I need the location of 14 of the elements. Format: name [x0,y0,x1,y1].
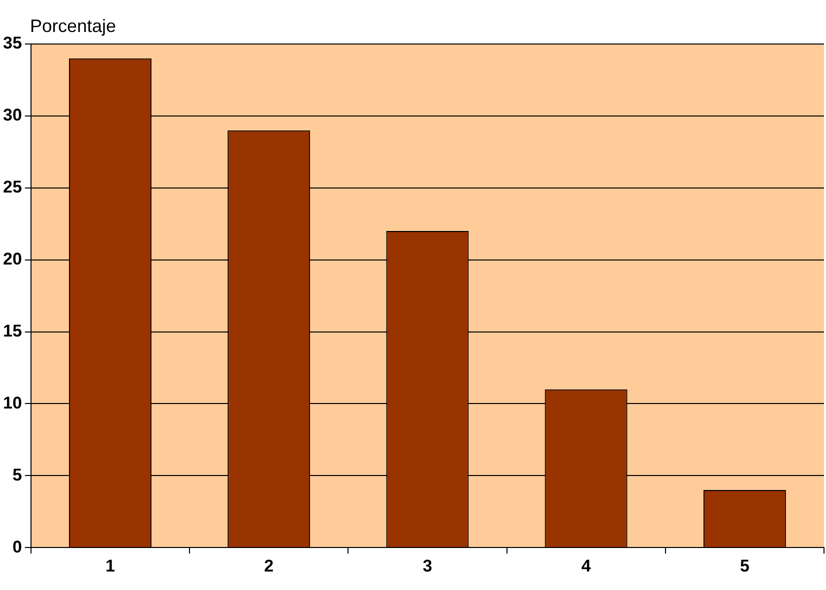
y-tick-label: 5 [12,465,22,484]
y-tick-label: 20 [2,250,22,269]
y-tick-label: 0 [12,537,22,556]
x-tick-label: 4 [581,556,592,576]
y-tick-label: 10 [2,393,22,412]
x-tick-label: 3 [422,556,432,576]
y-tick-label: 15 [2,321,22,340]
y-tick-label: 35 [2,34,22,53]
y-tick-label: 30 [2,106,22,125]
x-tick-label: 1 [105,556,115,576]
y-tick-label: 25 [2,178,22,197]
x-tick-label: 2 [264,556,274,576]
y-axis-title: Porcentaje [30,16,116,36]
x-tick-label: 5 [740,556,750,576]
